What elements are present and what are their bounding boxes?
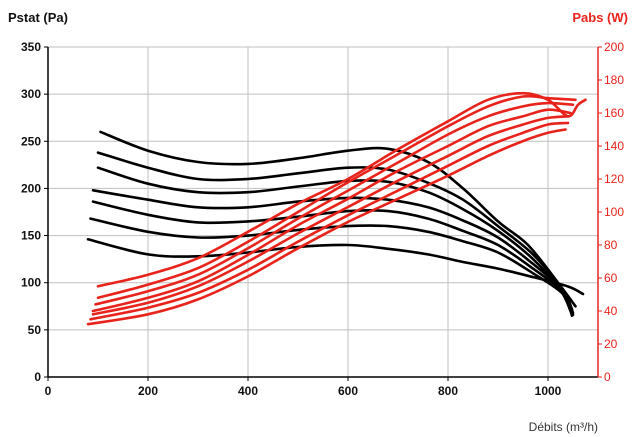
- right-tick-label: 20: [604, 337, 618, 351]
- left-axis-title: Pstat (Pa): [8, 10, 68, 25]
- x-tick-label: 1000: [535, 384, 562, 398]
- right-tick-label: 80: [604, 238, 618, 252]
- left-tick-label: 50: [28, 323, 42, 337]
- left-tick-label: 100: [21, 276, 41, 290]
- right-tick-label: 100: [604, 205, 624, 219]
- power-curve-5: [91, 115, 570, 316]
- pressure-curve-7: [86, 238, 585, 296]
- power-curve-6: [89, 121, 570, 321]
- right-tick-label: 40: [604, 304, 618, 318]
- right-axis-title: Pabs (W): [572, 10, 628, 25]
- pressure-curve-4: [91, 189, 575, 315]
- right-tick-label: 140: [604, 139, 624, 153]
- left-tick-label: 350: [21, 40, 41, 54]
- x-tick-label: 400: [238, 384, 258, 398]
- right-tick-label: 180: [604, 73, 624, 87]
- left-axis-ticks: 0 50 100 150 200 250 300 350: [21, 40, 48, 384]
- power-curve-7: [86, 128, 567, 326]
- left-tick-label: 300: [21, 87, 41, 101]
- left-tick-label: 250: [21, 134, 41, 148]
- left-tick-label: 150: [21, 229, 41, 243]
- x-axis-title: Débits (m³/h): [529, 420, 598, 434]
- power-curve-2: [96, 94, 577, 300]
- left-tick-label: 200: [21, 181, 41, 195]
- x-tick-label: 800: [438, 384, 458, 398]
- right-axis-ticks: 0 20 40 60 80 100 120 140 160 180 200: [598, 40, 624, 384]
- left-tick-label: 0: [34, 370, 41, 384]
- pressure-curves: [86, 130, 585, 317]
- right-tick-label: 120: [604, 172, 624, 186]
- pressure-curve-3: [96, 166, 572, 313]
- right-tick-label: 60: [604, 271, 618, 285]
- x-tick-label: 600: [338, 384, 358, 398]
- power-curve-3: [94, 101, 575, 306]
- pressure-curve-5: [91, 200, 575, 317]
- x-tick-label: 0: [45, 384, 52, 398]
- right-tick-label: 0: [604, 370, 611, 384]
- x-tick-label: 200: [138, 384, 158, 398]
- pressure-curve-2: [96, 151, 574, 311]
- power-curves: [86, 91, 587, 326]
- x-axis-ticks: 0 200 400 600 800 1000: [45, 377, 562, 398]
- pressure-curve-1: [99, 130, 577, 308]
- power-curve-4: [91, 108, 572, 313]
- pressure-curve-6: [89, 217, 574, 317]
- right-tick-label: 160: [604, 106, 624, 120]
- right-tick-label: 200: [604, 40, 624, 54]
